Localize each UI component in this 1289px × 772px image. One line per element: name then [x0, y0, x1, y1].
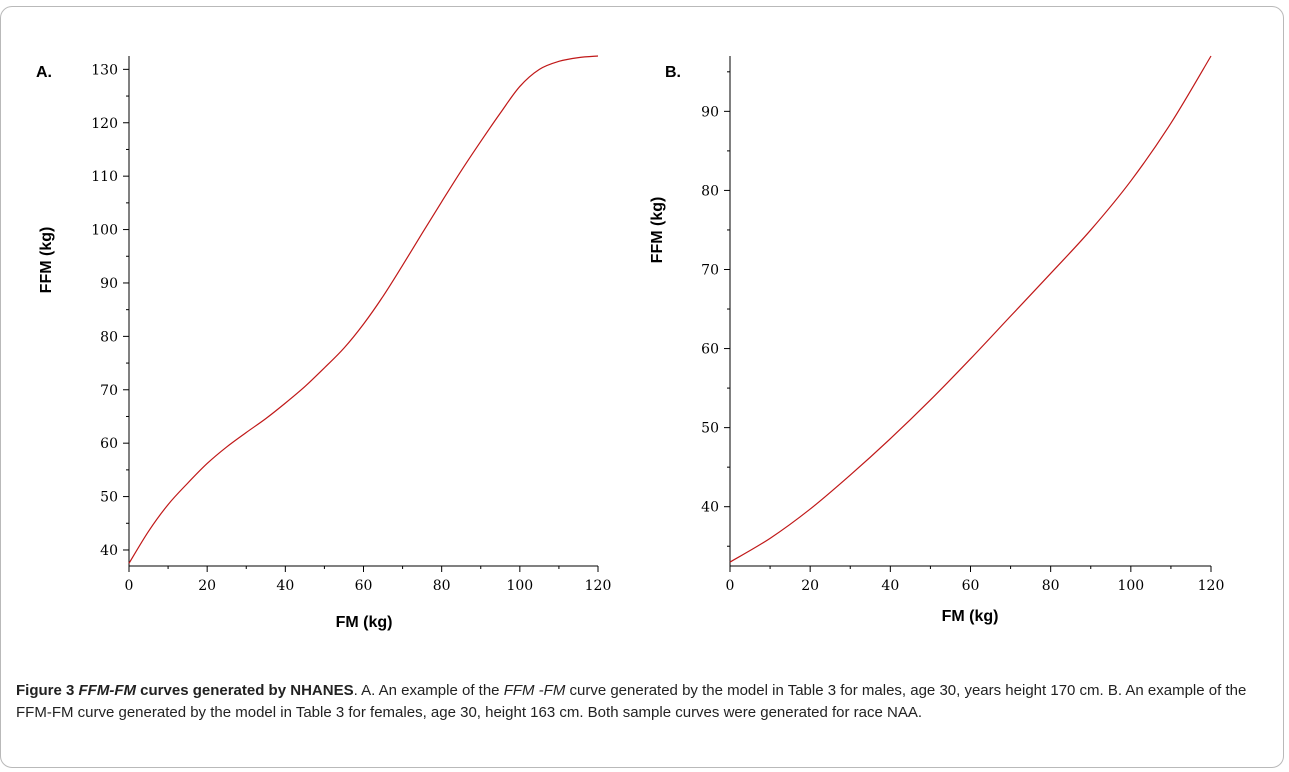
y-tick-label: 70 — [701, 262, 719, 278]
x-tick-label: 80 — [433, 578, 451, 594]
panel-label: B. — [665, 64, 681, 81]
chart-b: 40 50 60 70 80 90 0 20 40 60 80 100 120 B. FM (kg) FFM … — [649, 55, 1225, 625]
x-tick-label: 40 — [881, 578, 899, 594]
ffm-fm-curve — [128, 55, 599, 564]
x-tick-label: 40 — [276, 578, 294, 594]
y-tick-label: 110 — [91, 169, 118, 185]
x-tick-label: 60 — [355, 578, 373, 594]
caption-title-emphasis: FFM-FM — [78, 682, 136, 699]
x-tick-label: 20 — [198, 578, 216, 594]
y-tick-label: 40 — [100, 543, 118, 559]
y-tick-label: 100 — [91, 223, 118, 239]
caption-emphasis-1: FFM -FM — [503, 682, 566, 699]
x-tick-label: 0 — [125, 578, 134, 594]
y-axis-title: FFM (kg) — [38, 227, 55, 294]
y-tick-label: 80 — [100, 329, 118, 345]
caption-title: Figure 3 FFM-FM curves generated by NHAN… — [16, 682, 354, 699]
figure-caption: Figure 3 FFM-FM curves generated by NHAN… — [16, 680, 1266, 724]
y-tick-label: 130 — [91, 62, 118, 78]
x-tick-label: 100 — [1117, 578, 1144, 594]
y-tick-label: 80 — [701, 183, 719, 199]
x-axis-title: FM (kg) — [336, 614, 393, 631]
figure-charts: 40 50 60 70 80 90 100 110 120 130 0 20 40 60 80 100 120 A… — [36, 55, 1225, 631]
y-tick-label: 70 — [100, 383, 118, 399]
figure-frame — [0, 6, 1284, 768]
ffm-fm-curve — [729, 55, 1212, 563]
x-tick-label: 60 — [962, 578, 980, 594]
x-axis-title: FM (kg) — [942, 608, 999, 625]
y-tick-label: 50 — [701, 421, 719, 437]
chart-a: 40 50 60 70 80 90 100 110 120 130 0 20 40 60 80 100 120 A… — [36, 55, 612, 631]
y-tick-label: 120 — [91, 116, 118, 132]
y-tick-label: 60 — [100, 436, 118, 452]
x-tick-label: 20 — [801, 578, 819, 594]
y-tick-label: 90 — [701, 104, 719, 120]
caption-title-suffix: curves generated by NHANES — [136, 682, 354, 699]
panel-label: A. — [36, 64, 52, 81]
caption-text-2: curve generated by the model in Table 3 … — [16, 682, 1247, 721]
caption-text-1: . A. An example of the — [353, 682, 504, 699]
x-tick-label: 120 — [1198, 578, 1225, 594]
y-axis-title: FFM (kg) — [649, 197, 666, 264]
y-tick-label: 90 — [100, 276, 118, 292]
y-tick-label: 60 — [701, 342, 719, 358]
y-tick-label: 50 — [100, 490, 118, 506]
x-tick-label: 0 — [726, 578, 735, 594]
x-tick-label: 100 — [506, 578, 533, 594]
y-tick-label: 40 — [701, 500, 719, 516]
x-tick-label: 80 — [1042, 578, 1060, 594]
caption-title-prefix: Figure 3 — [16, 682, 79, 699]
x-tick-label: 120 — [585, 578, 612, 594]
